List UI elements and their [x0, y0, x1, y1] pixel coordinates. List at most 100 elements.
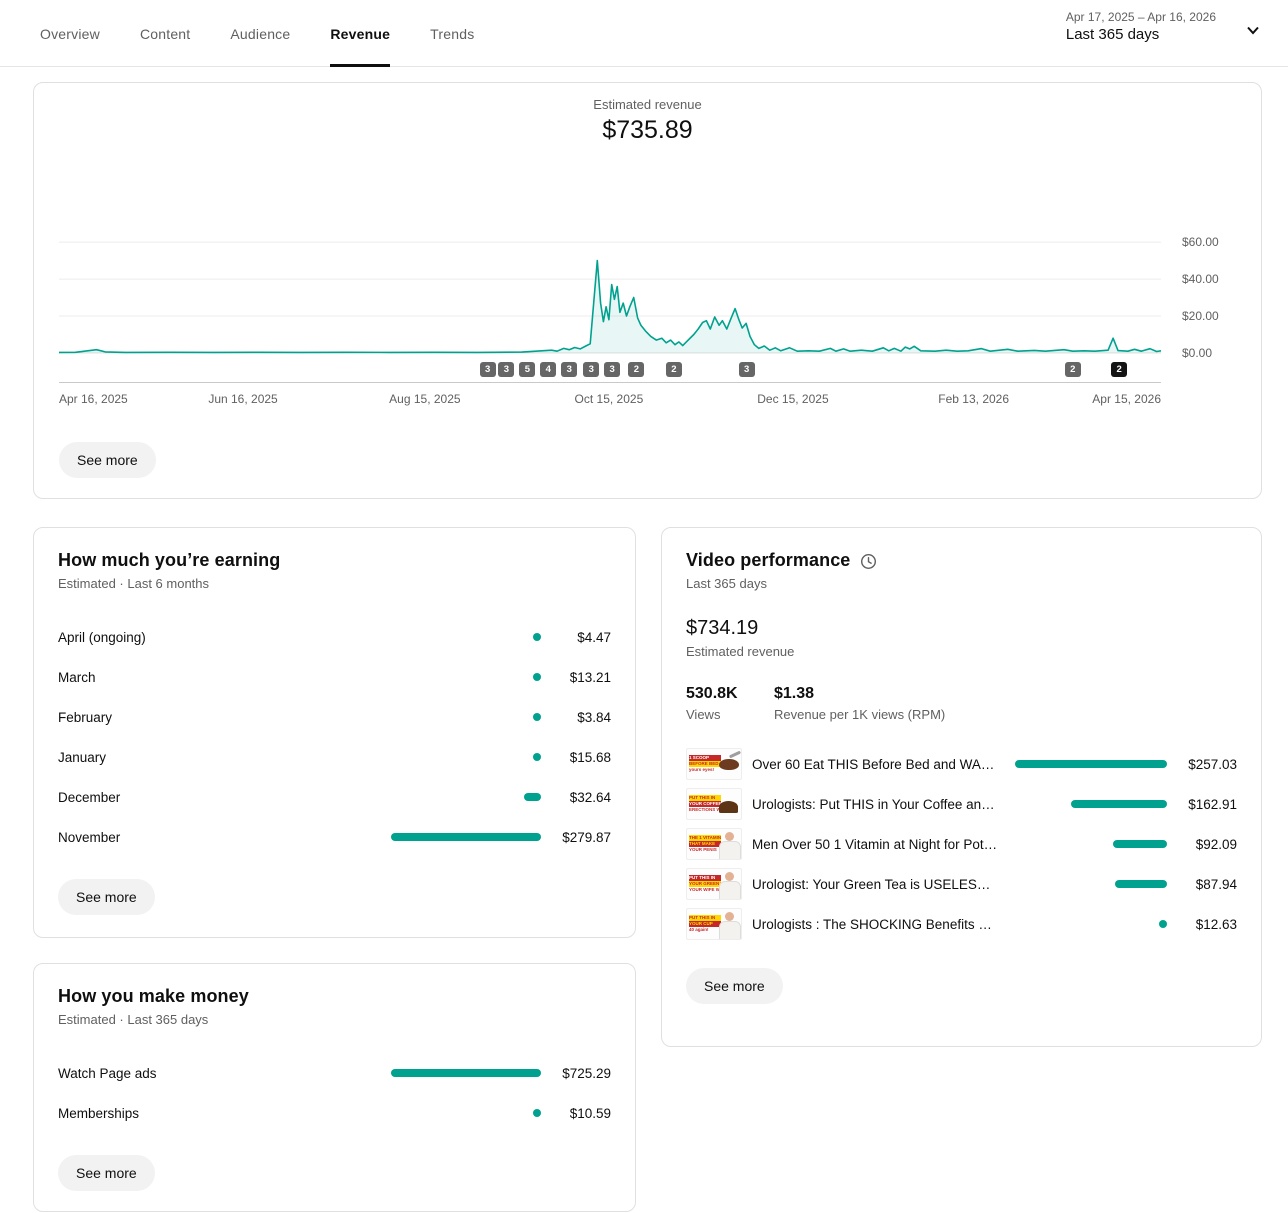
earnings-row-bar: [524, 793, 541, 801]
chart-metric-label: Estimated revenue: [593, 97, 702, 112]
money-card-title: How you make money: [58, 986, 249, 1006]
rpm-label: Revenue per 1K views (RPM): [774, 707, 946, 722]
video-row[interactable]: 1 SCOOP BEFORE BED yours eyes! Over 60 Eat …: [686, 744, 1237, 784]
tab-content[interactable]: Content: [139, 25, 191, 42]
earnings-row-bar-cell: [381, 793, 541, 801]
video-title[interactable]: Urologists: Put THIS in Your Coffee and …: [752, 796, 1006, 812]
x-axis-tick: Feb 13, 2026: [938, 392, 1010, 406]
video-revenue-bar: [1113, 840, 1167, 848]
video-count-badge[interactable]: 3: [479, 362, 496, 377]
earnings-card-title: How much you’re earning: [58, 550, 281, 570]
video-revenue-value: $162.91: [1188, 796, 1237, 812]
chart-see-more-button[interactable]: See more: [59, 442, 156, 478]
earnings-card-subtitle: Estimated · Last 6 months: [58, 576, 210, 591]
video-title[interactable]: Over 60 Eat THIS Before Bed and WAKE …: [752, 756, 1007, 772]
video-performance-card: Video performance Last 365 days $734.19 …: [661, 527, 1262, 1047]
chart-metric-value: $735.89: [602, 116, 693, 144]
video-count-badge[interactable]: 2: [1111, 362, 1128, 377]
video-count-badge[interactable]: 3: [604, 362, 621, 377]
money-card: How you make money Estimated · Last 365 …: [33, 963, 636, 1212]
chevron-down-icon[interactable]: [1242, 19, 1264, 41]
video-count-badge[interactable]: 3: [561, 362, 578, 377]
earnings-row: April (ongoing) $4.47: [58, 617, 611, 657]
y-axis-tick: $0.00: [1182, 346, 1213, 360]
thumbnail-text: PUT THIS IN: [689, 795, 721, 801]
video-title[interactable]: Men Over 50 1 Vitamin at Night for Pote…: [752, 836, 1005, 852]
thumbnail-text: YOUR CUP: [689, 921, 721, 927]
video-rows: 1 SCOOP BEFORE BED yours eyes! Over 60 Eat …: [686, 744, 1237, 944]
video-count-badge[interactable]: 4: [540, 362, 557, 377]
video-title[interactable]: Urologist: Your Green Tea is USELESS Wi…: [752, 876, 1007, 892]
video-count-badge[interactable]: 2: [665, 362, 682, 377]
earnings-rows: April (ongoing) $4.47 March $13.21 February $…: [58, 617, 611, 857]
earnings-row-bar: [533, 673, 541, 681]
x-axis-tick: Aug 15, 2025: [389, 392, 461, 406]
date-range-picker[interactable]: Apr 17, 2025 – Apr 16, 2026 Last 365 day…: [1066, 10, 1264, 43]
video-count-badge[interactable]: 3: [498, 362, 515, 377]
video-row[interactable]: THE 1 VITAMIN THAT MAKE YOUR PENIS Men Over…: [686, 824, 1237, 864]
x-axis-tick: Jun 16, 2025: [208, 392, 278, 406]
powder-spoon-art-icon: [719, 759, 739, 770]
date-range-label: Last 365 days: [1065, 26, 1160, 43]
thumbnail-text: PUT THIS IN: [689, 915, 721, 921]
x-axis-line: [59, 382, 1161, 383]
rpm-value: $1.38: [774, 685, 815, 702]
video-thumbnail[interactable]: 1 SCOOP BEFORE BED yours eyes!: [686, 748, 742, 780]
money-row-bar: [391, 1069, 541, 1077]
earnings-row: March $13.21: [58, 657, 611, 697]
tab-audience[interactable]: Audience: [230, 25, 291, 42]
y-axis-tick: $20.00: [1182, 309, 1219, 324]
x-axis-tick: Oct 15, 2025: [574, 392, 644, 406]
money-card-subtitle: Estimated · Last 365 days: [58, 1012, 209, 1027]
earnings-row-value: $32.64: [569, 789, 611, 805]
chart-metric-header: Estimated revenue $735.89: [34, 97, 1261, 145]
video-thumbnail[interactable]: THE 1 VITAMIN THAT MAKE YOUR PENIS: [686, 828, 742, 860]
date-range-value: Apr 17, 2025 – Apr 16, 2026: [1065, 10, 1216, 24]
revenue-line-chart[interactable]: [59, 231, 1161, 355]
rpm-stat: $1.38 Revenue per 1K views (RPM): [774, 685, 945, 722]
earnings-row-value: $3.84: [577, 709, 611, 725]
earnings-row-bar-cell: [381, 713, 541, 721]
thumbnail-text: 40 again!: [689, 927, 709, 932]
video-revenue-value: $734.19: [686, 617, 759, 639]
money-row-label: Watch Page ads: [58, 1065, 157, 1081]
views-value: 530.8K: [686, 685, 738, 702]
video-count-badge[interactable]: 3: [583, 362, 600, 377]
tab-revenue[interactable]: Revenue: [330, 0, 390, 67]
thumbnail-text: YOUR GREEN TEA: [689, 881, 721, 887]
video-bar-cell: [1007, 840, 1167, 848]
earnings-row-label: December: [58, 789, 121, 805]
tab-trends[interactable]: Trends: [430, 25, 475, 42]
video-see-more-button[interactable]: See more: [686, 968, 783, 1004]
earnings-see-more-button[interactable]: See more: [58, 879, 155, 915]
earnings-row: February $3.84: [58, 697, 611, 737]
video-count-badge[interactable]: 5: [519, 362, 536, 377]
woman-art-icon: [718, 831, 741, 859]
powder-pile-art-icon: [719, 801, 738, 813]
video-title[interactable]: Urologists : The SHOCKING Benefits of …: [752, 916, 1007, 932]
money-see-more-button[interactable]: See more: [58, 1155, 155, 1191]
video-thumbnail[interactable]: PUT THIS IN YOUR CUP 40 again!: [686, 908, 742, 940]
video-count-badge[interactable]: 3: [738, 362, 755, 377]
earnings-row-value: $15.68: [569, 749, 611, 765]
video-count-badge[interactable]: 2: [1064, 362, 1081, 377]
money-row: Watch Page ads $725.29: [58, 1053, 611, 1093]
video-revenue-value: $257.03: [1188, 756, 1237, 772]
earnings-row-label: February: [58, 709, 113, 725]
clock-icon: [861, 553, 877, 570]
video-row[interactable]: PUT THIS IN YOUR CUP 40 again! Urologists :…: [686, 904, 1237, 944]
earnings-row-bar: [533, 713, 541, 721]
y-axis-tick: $40.00: [1182, 272, 1219, 287]
video-count-badge[interactable]: 2: [628, 362, 645, 377]
tab-overview[interactable]: Overview: [40, 25, 100, 42]
earnings-row-label: November: [58, 829, 121, 845]
video-revenue-bar: [1115, 880, 1167, 888]
thumbnail-text: 1 SCOOP: [689, 755, 721, 761]
earnings-row-label: April (ongoing): [58, 629, 146, 645]
revenue-line: [59, 259, 1161, 354]
